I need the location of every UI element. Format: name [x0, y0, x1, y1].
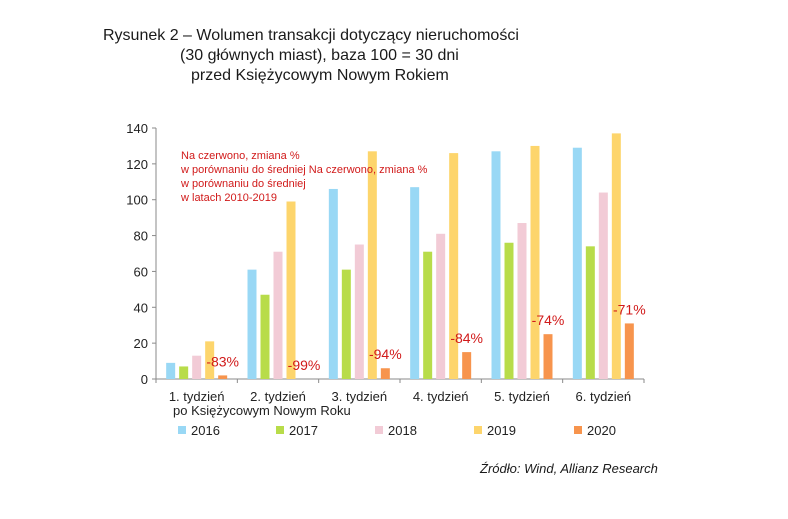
- bar-2016-1: [166, 362, 176, 379]
- bar-2020-3: [380, 368, 390, 379]
- x-tick-label: 3. tydzień: [332, 389, 388, 404]
- x-axis-sublabel: po Księżycowym Nowym Roku: [173, 403, 351, 418]
- bar-2016-2: [247, 269, 257, 379]
- bar-2020-1: [218, 375, 228, 379]
- data-label-change: -84%: [450, 330, 483, 346]
- annotation-line: w porównaniu do średniej Na czerwono, zm…: [180, 164, 428, 176]
- legend-label: 2016: [191, 423, 220, 438]
- data-label-change: -74%: [532, 312, 565, 328]
- y-tick-label: 80: [134, 229, 148, 244]
- x-tick-label: 2. tydzień: [250, 389, 306, 404]
- bar-2016-5: [491, 151, 501, 379]
- bar-2019-5: [530, 145, 540, 379]
- bar-2017-6: [585, 246, 595, 379]
- x-tick-label: 6. tydzień: [576, 389, 632, 404]
- chart-title-line-1: Rysunek 2 – Wolumen transakcji dotyczący…: [103, 27, 519, 44]
- y-tick-label: 100: [126, 193, 148, 208]
- legend-label: 2019: [487, 423, 516, 438]
- data-label-change: -94%: [369, 346, 402, 362]
- y-tick-label: 60: [134, 264, 148, 279]
- bar-2018-3: [354, 244, 364, 379]
- legend-swatch-2018: [375, 426, 383, 434]
- bar-2020-6: [624, 323, 634, 379]
- x-tick-label: 4. tydzień: [413, 389, 469, 404]
- bar-2018-4: [436, 233, 446, 379]
- x-tick-label: 1. tydzień: [169, 389, 225, 404]
- bar-2016-6: [572, 147, 582, 379]
- bar-2017-4: [423, 251, 433, 379]
- legend-swatch-2016: [178, 426, 186, 434]
- y-tick-label: 120: [126, 157, 148, 172]
- source-note: Źródło: Wind, Allianz Research: [480, 461, 658, 476]
- y-tick-label: 40: [134, 300, 148, 315]
- bar-2019-4: [449, 153, 459, 379]
- bar-2016-4: [410, 187, 420, 379]
- bar-2019-6: [611, 133, 621, 379]
- data-label-change: -71%: [613, 301, 646, 317]
- bar-2019-3: [367, 151, 377, 379]
- legend-swatch-2020: [574, 426, 582, 434]
- annotation-line: w latach 2010-2019: [180, 192, 277, 204]
- bar-2016-3: [328, 188, 338, 379]
- y-tick-label: 20: [134, 336, 148, 351]
- bar-2019-2: [286, 201, 296, 379]
- legend-label: 2020: [587, 423, 616, 438]
- bar-2017-3: [341, 269, 351, 379]
- annotation-line: Na czerwono, zmiana %: [181, 150, 300, 162]
- legend-swatch-2017: [276, 426, 284, 434]
- bar-2020-5: [543, 334, 553, 379]
- chart-title-line-3: przed Księżycowym Nowym Rokiem: [191, 67, 449, 84]
- bar-2019-1: [205, 341, 215, 379]
- bar-2018-6: [598, 192, 608, 379]
- bar-2018-2: [273, 251, 283, 379]
- x-tick-label: 5. tydzień: [494, 389, 550, 404]
- legend-swatch-2019: [474, 426, 482, 434]
- y-tick-label: 0: [141, 372, 148, 387]
- bar-2018-5: [517, 223, 527, 379]
- bar-2017-2: [260, 294, 270, 379]
- legend-label: 2018: [388, 423, 417, 438]
- chart-title-line-2: (30 głównych miast), baza 100 = 30 dni: [180, 47, 459, 64]
- annotation-line: w porównaniu do średniej: [180, 178, 306, 190]
- y-tick-label: 140: [126, 121, 148, 136]
- bar-2017-5: [504, 242, 514, 379]
- bar-2020-4: [462, 352, 472, 379]
- data-label-change: -99%: [288, 357, 321, 373]
- data-label-change: -83%: [206, 353, 239, 369]
- bar-2017-1: [179, 366, 189, 379]
- legend-label: 2017: [289, 423, 318, 438]
- bar-2018-1: [192, 355, 202, 379]
